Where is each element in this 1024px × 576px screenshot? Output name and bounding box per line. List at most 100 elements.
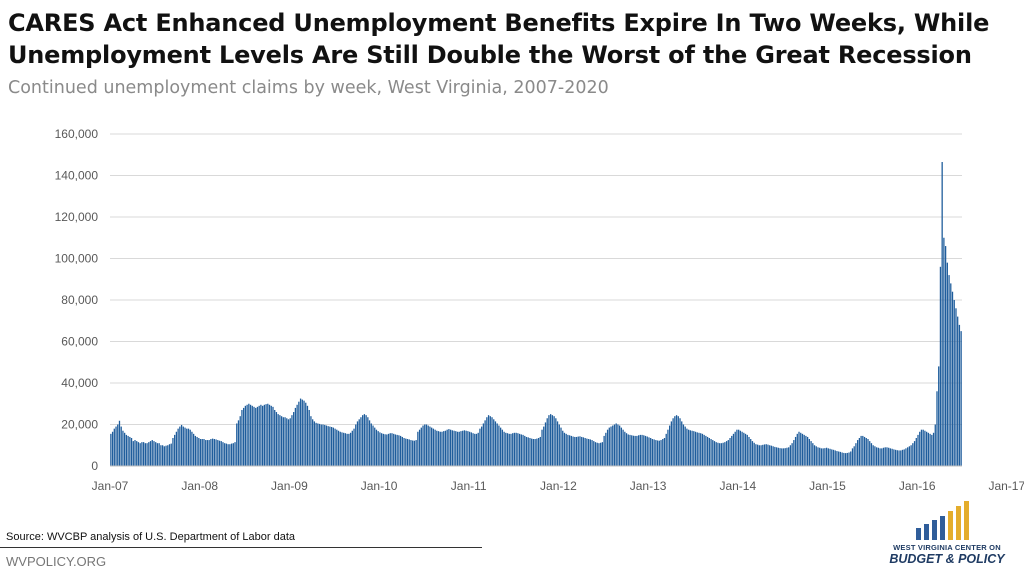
bar	[172, 437, 174, 466]
bar	[199, 439, 202, 466]
bar	[312, 419, 314, 466]
bar	[827, 448, 829, 466]
bar	[862, 435, 864, 466]
bar	[625, 433, 628, 466]
bar	[665, 433, 667, 466]
bar	[579, 436, 581, 466]
bar	[620, 427, 623, 466]
bar	[282, 417, 284, 466]
bar	[403, 437, 405, 466]
bar	[944, 246, 947, 466]
bar	[158, 443, 160, 466]
bar	[493, 419, 495, 466]
bar	[808, 439, 811, 466]
bar	[398, 435, 400, 466]
bar	[751, 441, 754, 466]
bar	[429, 426, 431, 466]
bar	[524, 435, 526, 466]
bar	[748, 436, 750, 466]
bar	[627, 434, 629, 466]
bar	[815, 446, 817, 466]
bar	[491, 417, 493, 466]
bar	[527, 437, 529, 466]
bar	[522, 434, 524, 467]
bar	[531, 438, 533, 466]
bar	[819, 447, 821, 466]
bar	[146, 443, 148, 466]
bar	[349, 432, 352, 466]
bar	[248, 403, 250, 466]
bar	[129, 436, 131, 466]
bar	[591, 440, 593, 466]
bar	[198, 437, 200, 466]
wvcbp-logo: WEST VIRGINIA CENTER ON BUDGET & POLICY	[882, 498, 1012, 570]
bar	[917, 434, 919, 467]
bar	[744, 433, 747, 466]
bar	[708, 437, 710, 466]
bar	[672, 418, 674, 466]
bar	[941, 162, 943, 466]
y-tick-label: 100,000	[55, 252, 99, 266]
bar	[606, 429, 609, 466]
bar	[927, 432, 930, 466]
logo-bars-icon	[916, 501, 969, 540]
bar	[738, 429, 740, 466]
bar	[149, 441, 152, 466]
bar	[244, 405, 247, 466]
bar	[596, 442, 598, 466]
bar	[910, 445, 912, 466]
bar	[686, 428, 688, 466]
y-tick-label: 120,000	[55, 210, 99, 224]
bar	[687, 429, 690, 466]
bar	[449, 429, 452, 466]
bar	[825, 447, 828, 466]
bar	[225, 443, 228, 466]
bar	[318, 423, 321, 466]
bar	[662, 439, 664, 466]
bar	[249, 404, 252, 466]
bar	[901, 449, 904, 466]
bar	[375, 429, 378, 466]
bar	[865, 437, 867, 466]
bar	[696, 432, 698, 466]
bar	[399, 435, 402, 466]
bar	[684, 426, 686, 466]
bar	[113, 428, 115, 466]
bar	[251, 405, 253, 466]
bar	[839, 451, 842, 466]
bar	[929, 433, 931, 466]
y-tick-label: 20,000	[61, 418, 98, 432]
footer-site: WVPOLICY.ORG	[6, 554, 107, 569]
bar	[317, 423, 319, 466]
bar	[677, 416, 679, 466]
bar	[230, 443, 233, 466]
bar	[508, 433, 510, 466]
bar	[380, 433, 383, 466]
bar	[286, 418, 288, 466]
bar	[477, 432, 479, 466]
bar	[572, 436, 574, 466]
y-tick-label: 0	[91, 459, 98, 473]
bar	[322, 424, 324, 466]
x-tick-label: Jan-09	[271, 479, 308, 493]
bar	[544, 422, 547, 466]
bar	[663, 437, 666, 466]
bar	[644, 435, 647, 466]
bar	[246, 404, 248, 466]
bar	[703, 434, 705, 467]
bar	[908, 446, 911, 466]
bar	[725, 441, 728, 466]
bar	[163, 446, 165, 466]
bar	[462, 430, 464, 466]
bar	[243, 407, 245, 466]
bar	[177, 428, 179, 466]
bar	[691, 430, 693, 466]
bar	[332, 427, 334, 466]
bar	[567, 434, 569, 467]
bar	[844, 453, 847, 466]
bar	[551, 415, 554, 466]
bar	[706, 436, 709, 466]
bar	[960, 331, 962, 467]
bar	[884, 447, 886, 466]
bar	[127, 435, 129, 466]
